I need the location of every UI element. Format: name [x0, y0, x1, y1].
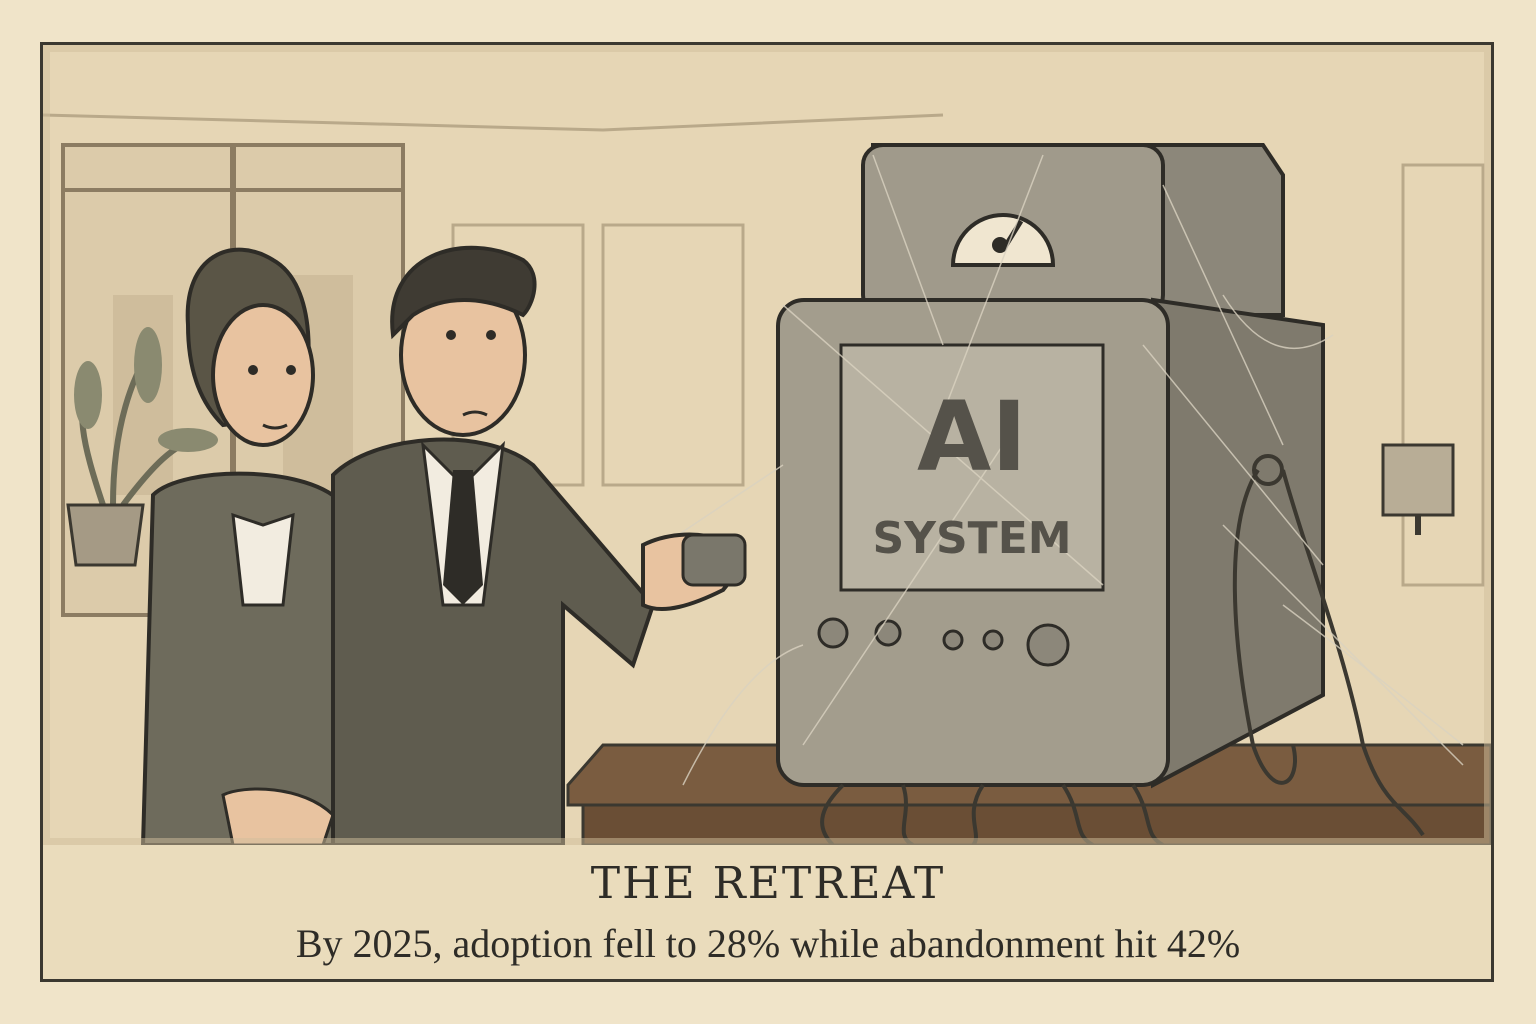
- unplugged-connector: [681, 533, 747, 587]
- machine-label-main: AI: [917, 381, 1027, 493]
- businesswoman-figure: [140, 247, 366, 845]
- caption-subtitle: By 2025, adoption fell to 28% while aban…: [295, 921, 1241, 966]
- machine-label-sub: SYSTEM: [872, 513, 1071, 564]
- caption-title: THE RETREAT: [590, 858, 946, 909]
- machine-screen: [839, 343, 1105, 592]
- ai-system-machine: [662, 143, 1464, 845]
- illustration: AI SYSTEM: [43, 45, 1491, 845]
- potted-plant: [66, 327, 218, 567]
- businessman-figure: [331, 245, 747, 845]
